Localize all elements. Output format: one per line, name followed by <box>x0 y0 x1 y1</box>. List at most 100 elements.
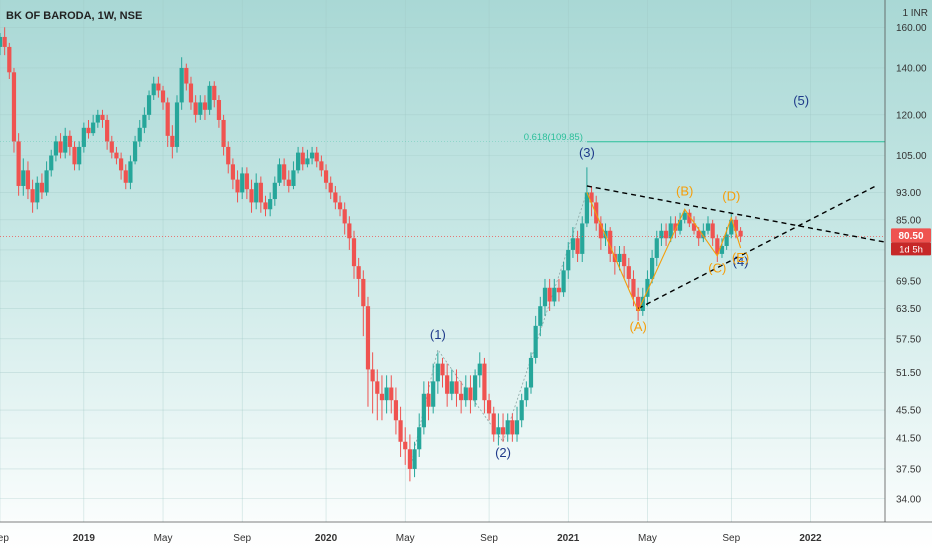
candle <box>221 114 226 156</box>
candle <box>77 141 82 171</box>
candle <box>500 413 506 442</box>
candle <box>505 413 510 442</box>
candle <box>668 216 673 243</box>
candle <box>510 413 515 442</box>
candle-body <box>677 219 683 231</box>
candle-body <box>584 192 589 224</box>
candle-body <box>323 170 329 183</box>
y-tick-label: 41.50 <box>896 434 921 445</box>
y-tick-label: 37.50 <box>896 464 921 475</box>
candle <box>556 278 562 302</box>
candle-body <box>361 278 366 307</box>
candle-body <box>379 393 385 401</box>
candle-body <box>738 230 743 237</box>
wave-label-1: (1) <box>430 327 446 342</box>
candle <box>300 146 305 171</box>
candle-body <box>556 287 562 293</box>
candle-body <box>659 230 664 239</box>
candle <box>622 245 627 279</box>
candle <box>282 158 287 186</box>
candle <box>216 95 222 128</box>
candle <box>11 67 17 153</box>
y-tick-label: 140.00 <box>896 63 927 74</box>
candle-body <box>342 209 347 224</box>
candle <box>63 127 68 159</box>
candle-body <box>226 146 231 165</box>
candle <box>165 97 170 147</box>
candle-body <box>505 420 510 435</box>
candle-body <box>426 393 431 407</box>
candle <box>119 152 124 180</box>
candle-body <box>654 238 659 258</box>
candle <box>323 164 329 190</box>
candle-body <box>123 170 128 183</box>
candle <box>608 227 613 263</box>
candle-body <box>216 99 222 120</box>
candle-body <box>282 164 287 180</box>
candle <box>72 141 77 171</box>
candle <box>100 109 105 128</box>
candle-body <box>384 387 389 401</box>
candle-body <box>473 375 478 401</box>
candles <box>0 27 743 482</box>
x-tick-label: 2019 <box>73 533 96 544</box>
wave-label-e: (E) <box>732 250 749 265</box>
candle <box>296 146 301 174</box>
candle <box>636 287 641 321</box>
candle <box>86 119 91 139</box>
candle <box>407 434 412 482</box>
candle-body <box>570 238 576 250</box>
candle-body <box>319 161 324 171</box>
candle <box>351 230 357 279</box>
x-tick-label: May <box>396 533 415 544</box>
candle <box>445 363 450 407</box>
candle-body <box>636 296 641 311</box>
candle-body <box>514 420 520 435</box>
candle <box>519 393 524 428</box>
candle <box>193 95 198 123</box>
candle <box>44 161 49 196</box>
candle <box>188 76 194 110</box>
candle-body <box>170 135 175 147</box>
candle <box>598 216 603 250</box>
candle <box>650 249 655 284</box>
candle <box>244 167 249 200</box>
candle-body <box>39 182 45 193</box>
y-tick-label: 63.50 <box>896 304 921 315</box>
candle <box>347 216 352 250</box>
candle <box>21 158 26 196</box>
candle-body <box>249 189 254 203</box>
candle-body <box>254 182 259 203</box>
candle-body <box>449 381 454 394</box>
candle-body <box>617 253 622 263</box>
candle-body <box>528 357 534 388</box>
y-tick-label: 51.50 <box>896 368 921 379</box>
candle-body <box>160 90 166 103</box>
candle-body <box>72 146 77 165</box>
candle-body <box>114 152 119 159</box>
candle <box>132 135 138 165</box>
candle <box>212 81 217 108</box>
candle <box>25 161 31 200</box>
candle-body <box>435 363 440 382</box>
candle-body <box>35 182 40 203</box>
candle-body <box>0 36 3 47</box>
fib-level-label: 0.618(109.85) <box>524 132 583 143</box>
candle-body <box>496 427 501 435</box>
candle <box>361 270 366 337</box>
candle-body <box>309 152 315 159</box>
grid <box>0 0 885 522</box>
candle-body <box>184 67 189 84</box>
candle-body <box>21 170 26 186</box>
candle-body <box>305 158 310 165</box>
candle-body <box>459 393 464 401</box>
candle-body <box>277 164 282 183</box>
candle-body <box>142 114 147 128</box>
price-badge <box>891 228 931 243</box>
candle <box>16 133 21 196</box>
candle <box>249 179 254 213</box>
candle-body <box>272 182 277 200</box>
candle-body <box>268 199 273 210</box>
candle <box>584 167 589 228</box>
